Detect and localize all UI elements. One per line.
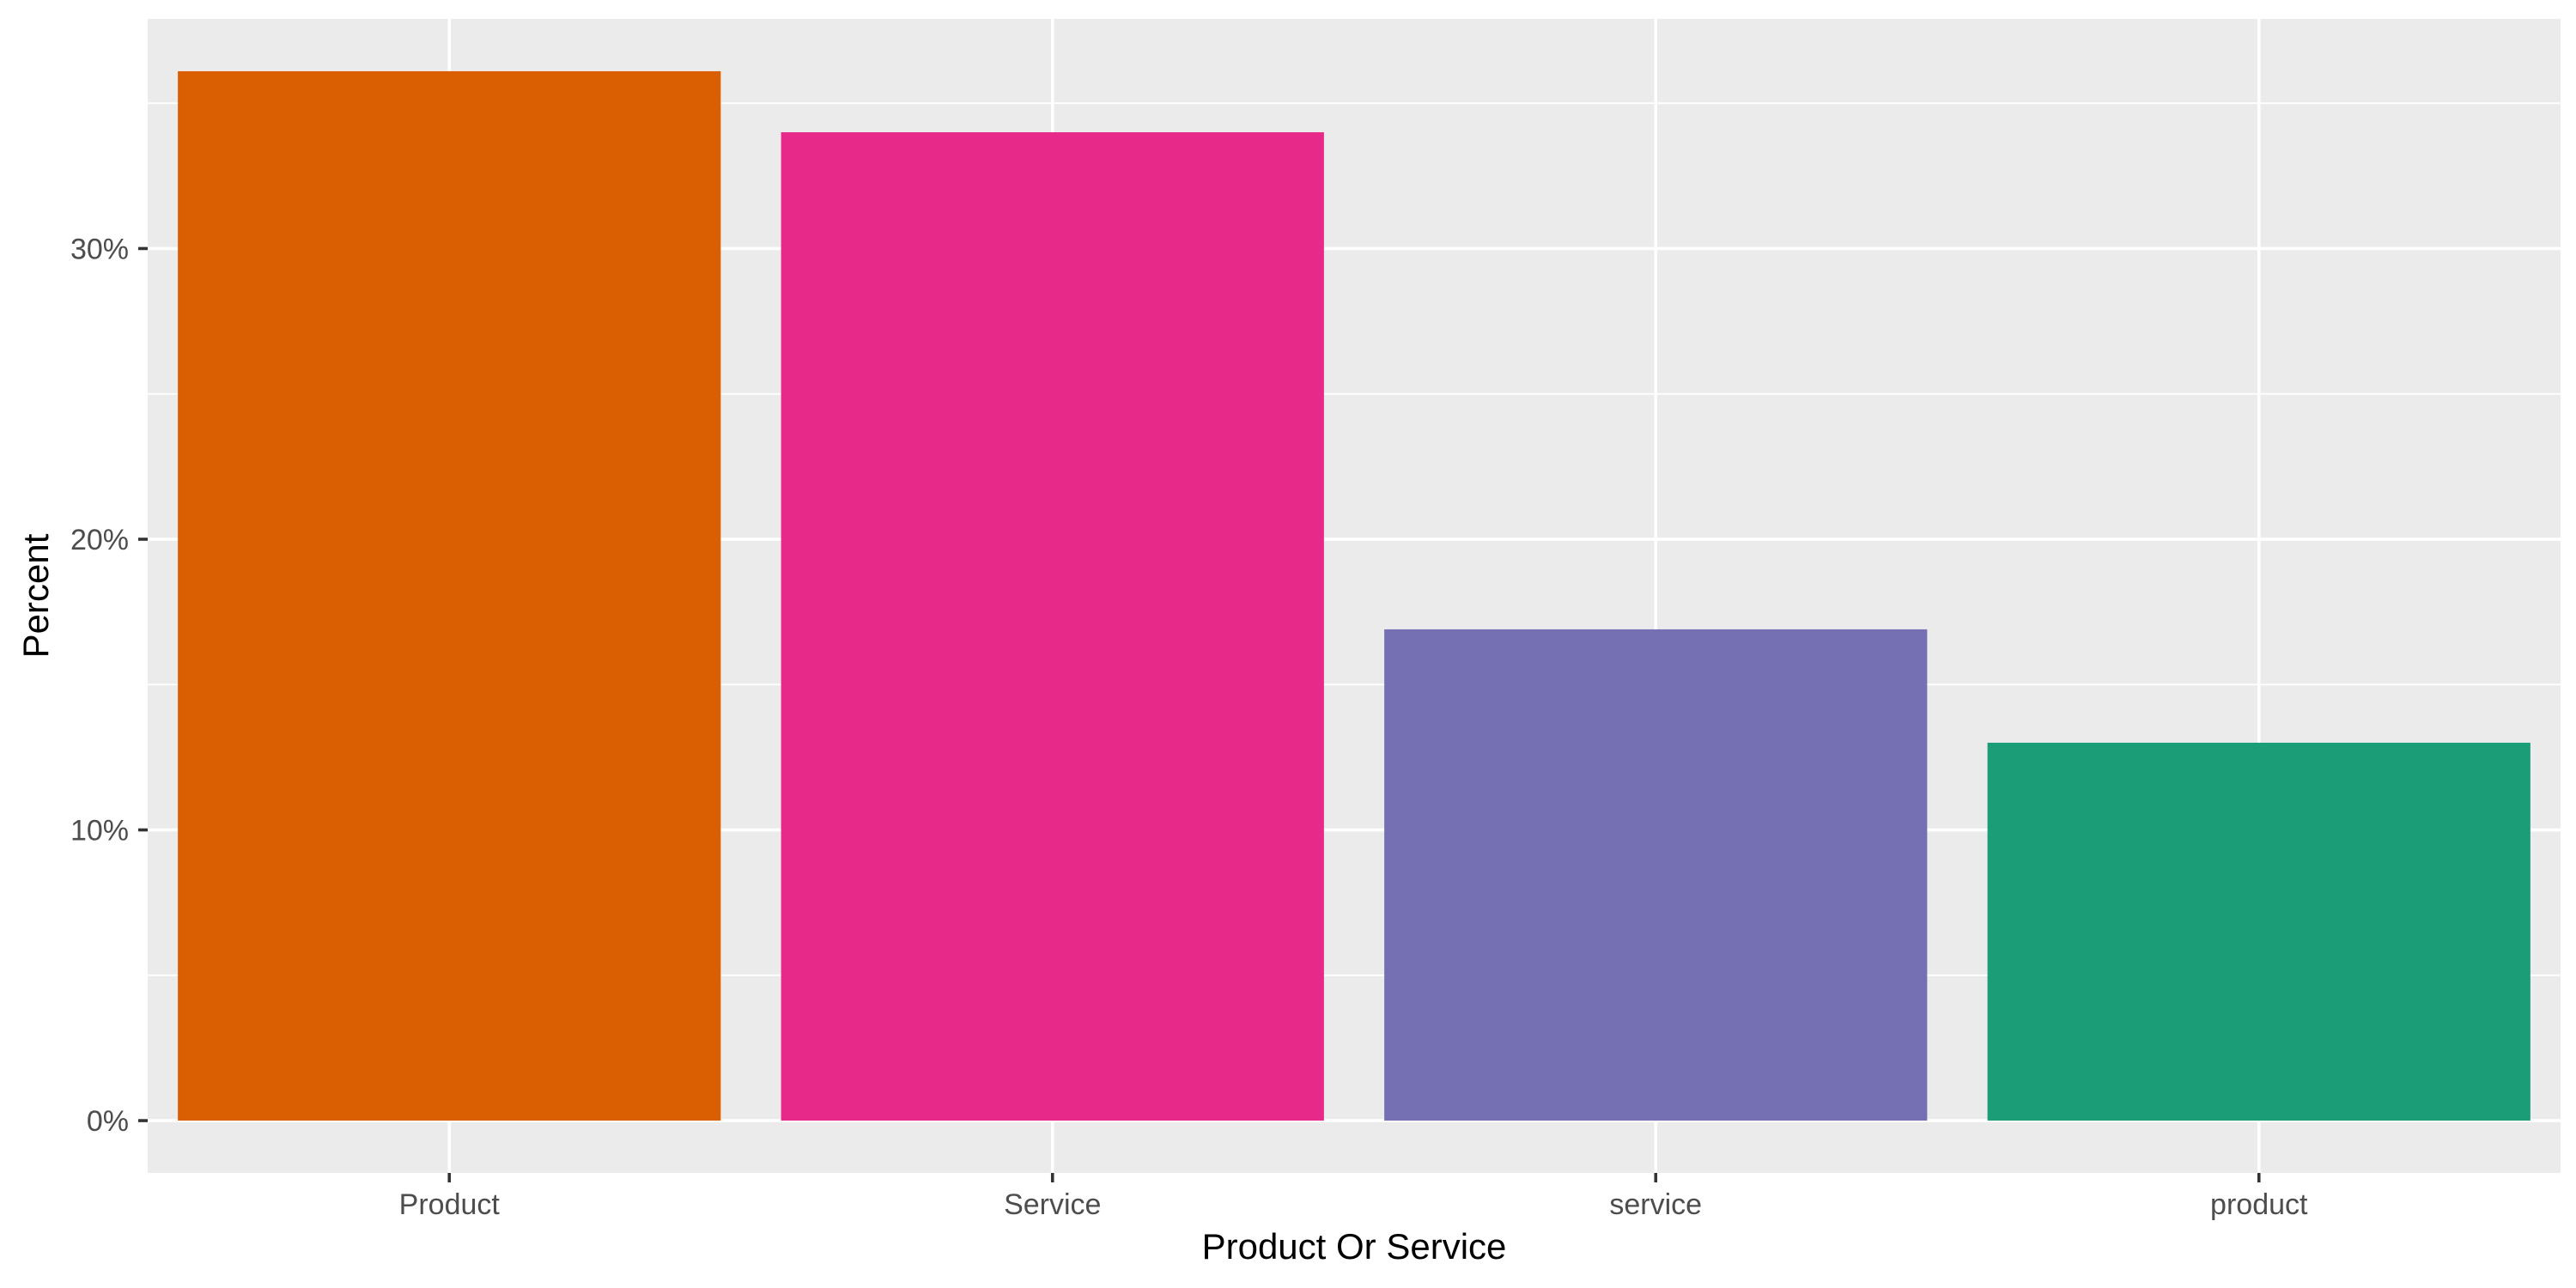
bar-product xyxy=(1987,742,2530,1121)
x-axis-title: Product Or Service xyxy=(1202,1226,1507,1267)
x-tick-label: Service xyxy=(1004,1188,1101,1221)
y-tick-label: 20% xyxy=(70,524,129,556)
y-tick-label: 30% xyxy=(70,233,129,265)
x-tick-label: service xyxy=(1609,1188,1702,1221)
x-tick-label: Product xyxy=(399,1188,501,1221)
bar-Service xyxy=(781,132,1324,1121)
y-tick-label: 0% xyxy=(87,1105,129,1138)
y-axis: 0% 10% 20% 30% xyxy=(70,233,148,1138)
x-axis: Product Service service product xyxy=(399,1173,2308,1221)
x-tick-label: product xyxy=(2210,1188,2308,1221)
bar-service xyxy=(1384,629,1928,1121)
y-axis-title: Percent xyxy=(15,533,56,658)
y-tick-label: 10% xyxy=(70,815,129,848)
bars xyxy=(178,70,2530,1121)
bar-Product xyxy=(178,70,721,1121)
